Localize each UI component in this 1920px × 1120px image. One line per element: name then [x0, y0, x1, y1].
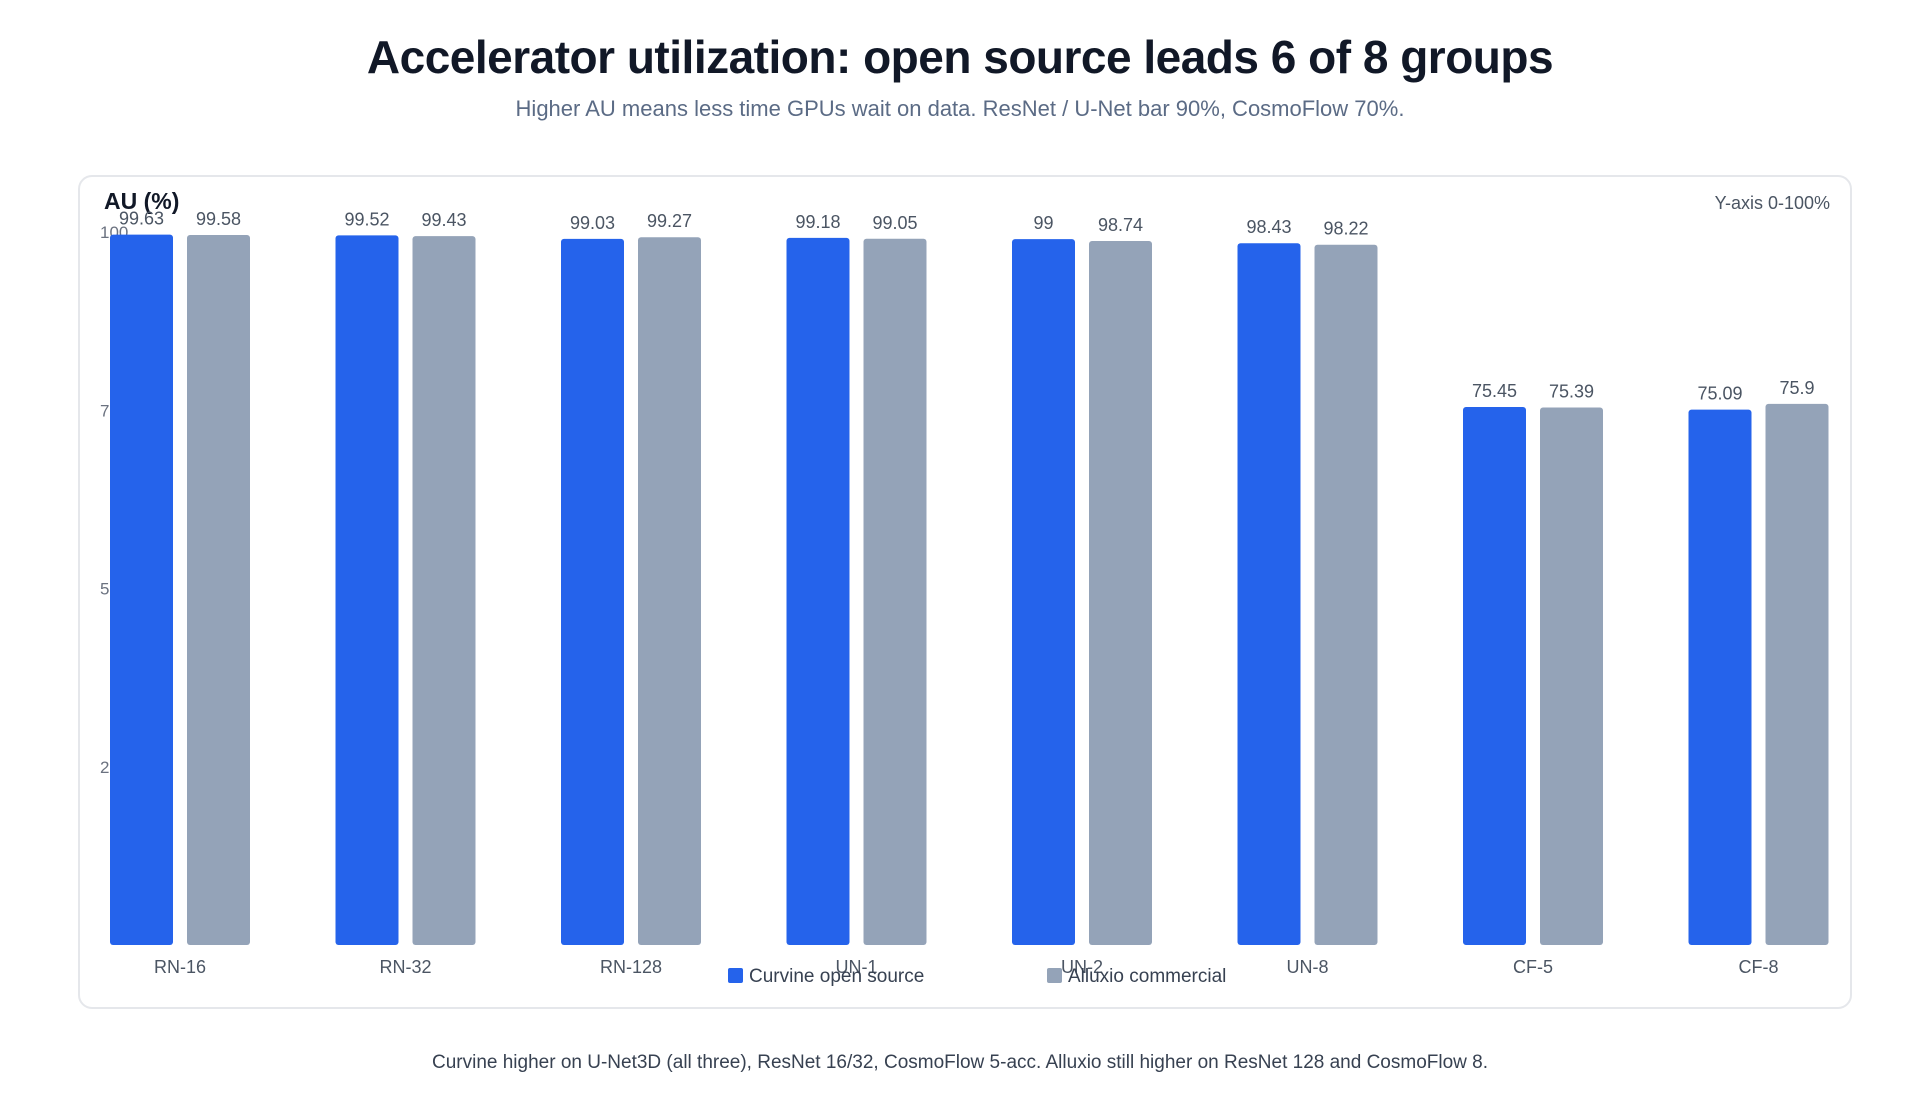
- bar-value-label: 99.18: [795, 212, 840, 232]
- bar: [1089, 240, 1152, 946]
- bar-value-label: 99.27: [647, 211, 692, 231]
- chart-subtitle: Higher AU means less time GPUs wait on d…: [515, 96, 1405, 121]
- x-tick-label: CF-8: [1739, 957, 1779, 977]
- bar-value-label: 99.63: [119, 209, 164, 229]
- bar: [638, 237, 701, 945]
- bar-value-label: 99.52: [344, 209, 389, 229]
- legend-label: Curvine open source: [749, 966, 924, 987]
- bar-value-label: 75.09: [1697, 384, 1742, 404]
- bar-value-label: 99.05: [872, 213, 917, 233]
- bar-value-label: 98.22: [1323, 219, 1368, 239]
- bar-value-label: 75.45: [1472, 381, 1517, 401]
- x-tick-label: RN-128: [600, 957, 662, 977]
- x-tick-label: RN-16: [154, 957, 206, 977]
- legend-swatch: [728, 968, 743, 983]
- bar: [1463, 407, 1526, 945]
- x-tick-label: RN-32: [379, 957, 431, 977]
- bar: [187, 234, 250, 945]
- bar: [335, 235, 399, 946]
- bar-value-label: 98.74: [1098, 215, 1143, 235]
- bar: [1012, 239, 1075, 945]
- bar-value-label: 99.58: [196, 209, 241, 229]
- chart-title: Accelerator utilization: open source lea…: [366, 31, 1554, 83]
- x-tick-label: UN-2: [1061, 957, 1103, 977]
- bar: [110, 234, 173, 946]
- bar-value-label: 99: [1033, 213, 1053, 233]
- x-tick-label: UN-8: [1286, 957, 1328, 977]
- bar-value-label: 75.39: [1549, 381, 1594, 401]
- bar: [1540, 407, 1603, 945]
- y-axis-scale-note: Y-axis 0-100%: [1715, 193, 1830, 213]
- bar: [561, 238, 624, 945]
- footnote: Curvine higher on U-Net3D (all three), R…: [431, 1052, 1489, 1073]
- bar: [412, 236, 476, 946]
- bar: [1237, 243, 1301, 945]
- bar-value-label: 99.03: [570, 213, 615, 233]
- chart-card: AU (%) Y-axis 0-100% 25 50 75 100 99.63 99.58 RN…: [78, 175, 1852, 1009]
- bar-value-label: 75.9: [1779, 378, 1814, 398]
- legend-swatch: [1047, 968, 1062, 983]
- bar: [786, 237, 850, 945]
- bar: [863, 238, 927, 945]
- x-tick-label: CF-5: [1513, 957, 1553, 977]
- bar-value-label: 98.43: [1246, 217, 1291, 237]
- y-axis-title: AU (%): [104, 188, 179, 214]
- bar-value-label: 99.43: [421, 210, 466, 230]
- legend-label: Alluxio commercial: [1068, 966, 1226, 987]
- x-tick-label: UN-1: [835, 957, 877, 977]
- bar: [1765, 403, 1829, 945]
- bar: [1688, 409, 1752, 946]
- bar: [1314, 244, 1378, 945]
